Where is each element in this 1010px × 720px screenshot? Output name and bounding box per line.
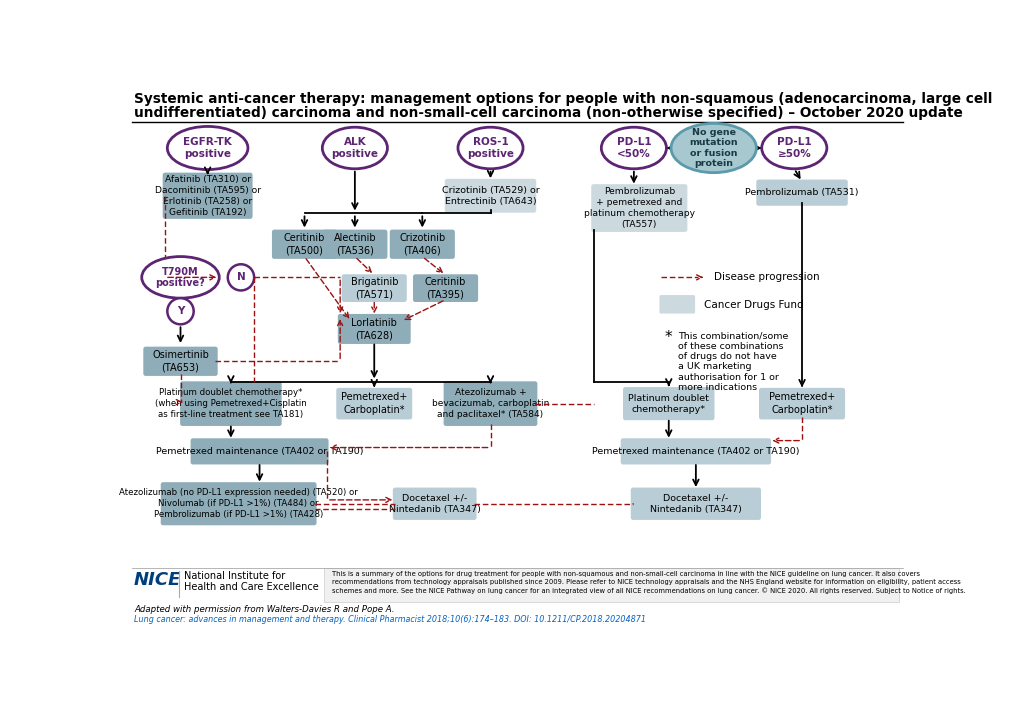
- FancyBboxPatch shape: [660, 295, 695, 313]
- FancyBboxPatch shape: [180, 382, 282, 426]
- Text: Ceritinib
(TA500): Ceritinib (TA500): [284, 233, 325, 256]
- Text: NICE: NICE: [134, 571, 182, 589]
- Text: Pemetrexed+
Carboplatin*: Pemetrexed+ Carboplatin*: [769, 392, 835, 415]
- FancyBboxPatch shape: [336, 388, 412, 420]
- Ellipse shape: [322, 127, 388, 168]
- Text: Lung cancer: advances in management and therapy. Clinical Pharmacist 2018;10(6):: Lung cancer: advances in management and …: [134, 615, 646, 624]
- FancyBboxPatch shape: [161, 482, 316, 526]
- FancyBboxPatch shape: [337, 314, 411, 344]
- FancyBboxPatch shape: [324, 568, 899, 603]
- Text: Pembrolizumab
+ pemetrexed and
platinum chemotherapy
(TA557): Pembrolizumab + pemetrexed and platinum …: [584, 187, 695, 229]
- Text: Platinum doublet
chemotherapy*: Platinum doublet chemotherapy*: [628, 394, 709, 414]
- Text: Brigatinib
(TA571): Brigatinib (TA571): [350, 277, 398, 300]
- Text: Atezolizumab (no PD-L1 expression needed) (TA520) or
Nivolumab (if PD-L1 >1%) (T: Atezolizumab (no PD-L1 expression needed…: [119, 488, 358, 519]
- Text: Pemetrexed+
Carboplatin*: Pemetrexed+ Carboplatin*: [341, 392, 407, 415]
- FancyBboxPatch shape: [756, 179, 847, 206]
- Ellipse shape: [141, 256, 219, 298]
- Text: National Institute for
Health and Care Excellence: National Institute for Health and Care E…: [184, 571, 318, 593]
- Text: Disease progression: Disease progression: [714, 272, 819, 282]
- Ellipse shape: [228, 264, 255, 290]
- Text: Pemetrexed maintenance (TA402 or TA190): Pemetrexed maintenance (TA402 or TA190): [156, 447, 364, 456]
- FancyBboxPatch shape: [443, 382, 537, 426]
- FancyBboxPatch shape: [143, 346, 218, 376]
- Text: Crizotinib (TA529) or
Entrectinib (TA643): Crizotinib (TA529) or Entrectinib (TA643…: [441, 186, 539, 206]
- Ellipse shape: [601, 127, 667, 168]
- FancyBboxPatch shape: [631, 487, 761, 520]
- Ellipse shape: [762, 127, 827, 168]
- Text: Docetaxel +/-
Nintedanib (TA347): Docetaxel +/- Nintedanib (TA347): [650, 494, 741, 514]
- FancyBboxPatch shape: [621, 438, 771, 464]
- FancyBboxPatch shape: [390, 230, 454, 259]
- Text: Platinum doublet chemotherapy*
(when using Pemetrexed+Cisplatin
as first-line tr: Platinum doublet chemotherapy* (when usi…: [155, 388, 307, 419]
- Text: ROS-1
positive: ROS-1 positive: [467, 138, 514, 159]
- Text: Adapted with permission from Walters-Davies R and Pope A.: Adapted with permission from Walters-Dav…: [134, 606, 395, 614]
- FancyBboxPatch shape: [393, 487, 477, 520]
- FancyBboxPatch shape: [623, 387, 714, 420]
- Text: This combination/some
of these combinations
of drugs do not have
a UK marketing
: This combination/some of these combinati…: [678, 331, 789, 392]
- FancyBboxPatch shape: [341, 274, 407, 302]
- Ellipse shape: [168, 127, 247, 169]
- Text: No gene
mutation
or fusion
protein: No gene mutation or fusion protein: [690, 128, 738, 168]
- Text: This is a summary of the options for drug treatment for people with non-squamous: This is a summary of the options for dru…: [331, 571, 966, 594]
- FancyBboxPatch shape: [591, 184, 688, 232]
- Text: PD-L1
<50%: PD-L1 <50%: [616, 138, 651, 159]
- FancyBboxPatch shape: [413, 274, 478, 302]
- Text: T790M
positive?: T790M positive?: [156, 266, 205, 288]
- FancyBboxPatch shape: [444, 179, 536, 212]
- Text: undifferentiated) carcinoma and non-small-cell carcinoma (non-otherwise specifie: undifferentiated) carcinoma and non-smal…: [134, 106, 963, 120]
- FancyBboxPatch shape: [322, 230, 388, 259]
- Text: N: N: [236, 272, 245, 282]
- Text: Y: Y: [177, 306, 184, 316]
- Text: Crizotinib
(TA406): Crizotinib (TA406): [399, 233, 445, 256]
- Text: Ceritinib
(TA395): Ceritinib (TA395): [425, 277, 467, 300]
- Text: Afatinib (TA310) or
Dacomitinib (TA595) or
Erlotinib (TA258) or
Gefitinib (TA192: Afatinib (TA310) or Dacomitinib (TA595) …: [155, 174, 261, 217]
- Text: Systemic anti-cancer therapy: management options for people with non-squamous (a: Systemic anti-cancer therapy: management…: [134, 91, 993, 106]
- Text: Pemetrexed maintenance (TA402 or TA190): Pemetrexed maintenance (TA402 or TA190): [592, 447, 800, 456]
- Text: EGFR-TK
positive: EGFR-TK positive: [183, 138, 232, 159]
- Ellipse shape: [671, 123, 756, 173]
- FancyBboxPatch shape: [191, 438, 328, 464]
- Text: PD-L1
≥50%: PD-L1 ≥50%: [777, 138, 812, 159]
- Text: Cancer Drugs Fund: Cancer Drugs Fund: [704, 300, 803, 310]
- Text: Pembrolizumab (TA531): Pembrolizumab (TA531): [745, 188, 858, 197]
- FancyBboxPatch shape: [760, 388, 845, 420]
- FancyBboxPatch shape: [272, 230, 337, 259]
- Text: *: *: [665, 330, 672, 346]
- Ellipse shape: [168, 298, 194, 324]
- Text: Lorlatinib
(TA628): Lorlatinib (TA628): [351, 318, 397, 340]
- FancyBboxPatch shape: [163, 173, 252, 219]
- Text: ALK
positive: ALK positive: [331, 138, 379, 159]
- Ellipse shape: [458, 127, 523, 168]
- Text: Docetaxel +/-
Nintedanib (TA347): Docetaxel +/- Nintedanib (TA347): [389, 494, 481, 514]
- Text: Atezolizumab +
bevacizumab, carboplatin
and paclitaxel* (TA584): Atezolizumab + bevacizumab, carboplatin …: [432, 388, 549, 419]
- Text: Alectinib
(TA536): Alectinib (TA536): [333, 233, 376, 256]
- Text: Osimertinib
(TA653): Osimertinib (TA653): [153, 350, 209, 372]
